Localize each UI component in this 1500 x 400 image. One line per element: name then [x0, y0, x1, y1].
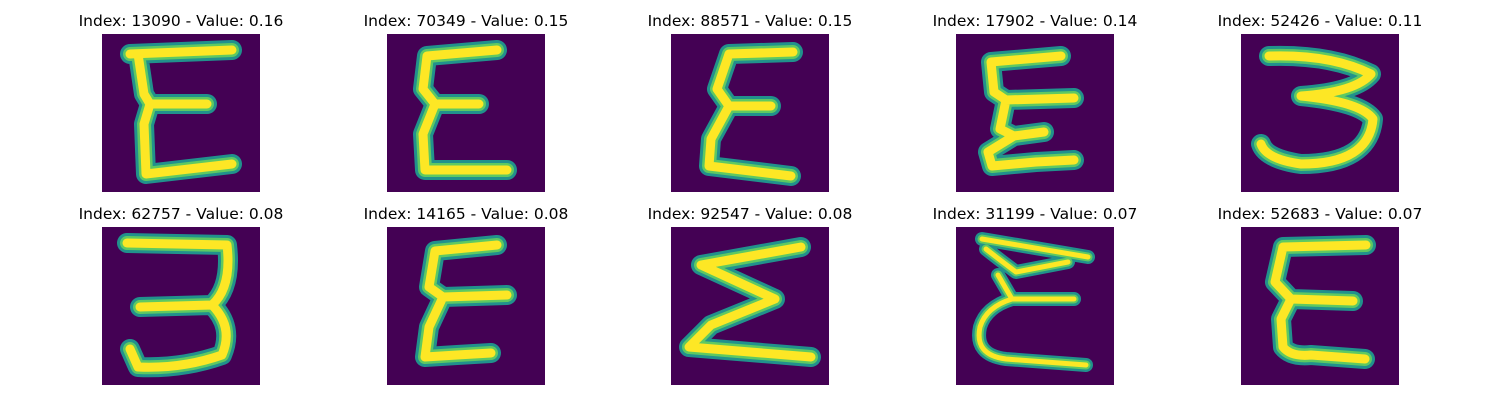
panel-title: Index: 52683 - Value: 0.07 [1217, 205, 1423, 223]
image-panel-4: Index: 17902 - Value: 0.14 [933, 12, 1137, 192]
image-panel-10: Index: 52683 - Value: 0.07 [1218, 205, 1422, 385]
panel-title: Index: 88571 - Value: 0.15 [647, 12, 853, 30]
panel-title: Index: 62757 - Value: 0.08 [78, 205, 284, 223]
digit-image [387, 34, 545, 192]
digit-image [956, 227, 1114, 385]
glyph-strokes [117, 233, 238, 378]
digit-image [387, 227, 545, 385]
panel-title: Index: 52426 - Value: 0.11 [1217, 12, 1423, 30]
image-panel-8: Index: 92547 - Value: 0.08 [648, 205, 852, 385]
glyph-svg [120, 40, 242, 184]
glyph-svg [699, 42, 803, 186]
glyph-svg [679, 237, 821, 367]
glyph-strokes [699, 42, 803, 186]
glyph-svg [413, 40, 517, 180]
glyph-svg [117, 233, 238, 378]
glyph-svg [415, 235, 517, 367]
digit-image [671, 227, 829, 385]
glyph-svg [1265, 235, 1376, 369]
panel-title: Index: 13090 - Value: 0.16 [78, 12, 284, 30]
digit-image [956, 34, 1114, 192]
image-panel-7: Index: 14165 - Value: 0.08 [364, 205, 568, 385]
glyph-strokes [1265, 235, 1376, 369]
glyph-strokes [1251, 45, 1383, 174]
glyph-strokes [413, 40, 517, 180]
glyph-strokes [415, 235, 517, 367]
image-panel-1: Index: 13090 - Value: 0.16 [79, 12, 283, 192]
panel-title: Index: 14165 - Value: 0.08 [363, 205, 569, 223]
image-panel-3: Index: 88571 - Value: 0.15 [648, 12, 852, 192]
glyph-strokes [120, 40, 242, 184]
glyph-strokes [972, 232, 1095, 372]
image-panel-2: Index: 70349 - Value: 0.15 [364, 12, 568, 192]
panel-title: Index: 92547 - Value: 0.08 [647, 205, 853, 223]
glyph-svg [978, 46, 1084, 176]
panel-title: Index: 70349 - Value: 0.15 [363, 12, 569, 30]
panel-title: Index: 31199 - Value: 0.07 [932, 205, 1138, 223]
glyph-strokes [978, 46, 1084, 176]
image-panel-5: Index: 52426 - Value: 0.11 [1218, 12, 1422, 192]
glyph-svg [1251, 45, 1383, 174]
digit-image [102, 34, 260, 192]
glyph-strokes [679, 237, 821, 367]
image-panel-6: Index: 62757 - Value: 0.08 [79, 205, 283, 385]
digit-image [671, 34, 829, 192]
digit-image [1241, 227, 1399, 385]
image-panel-9: Index: 31199 - Value: 0.07 [933, 205, 1137, 385]
digit-image [1241, 34, 1399, 192]
panel-title: Index: 17902 - Value: 0.14 [932, 12, 1138, 30]
glyph-svg [972, 232, 1095, 372]
digit-image [102, 227, 260, 385]
